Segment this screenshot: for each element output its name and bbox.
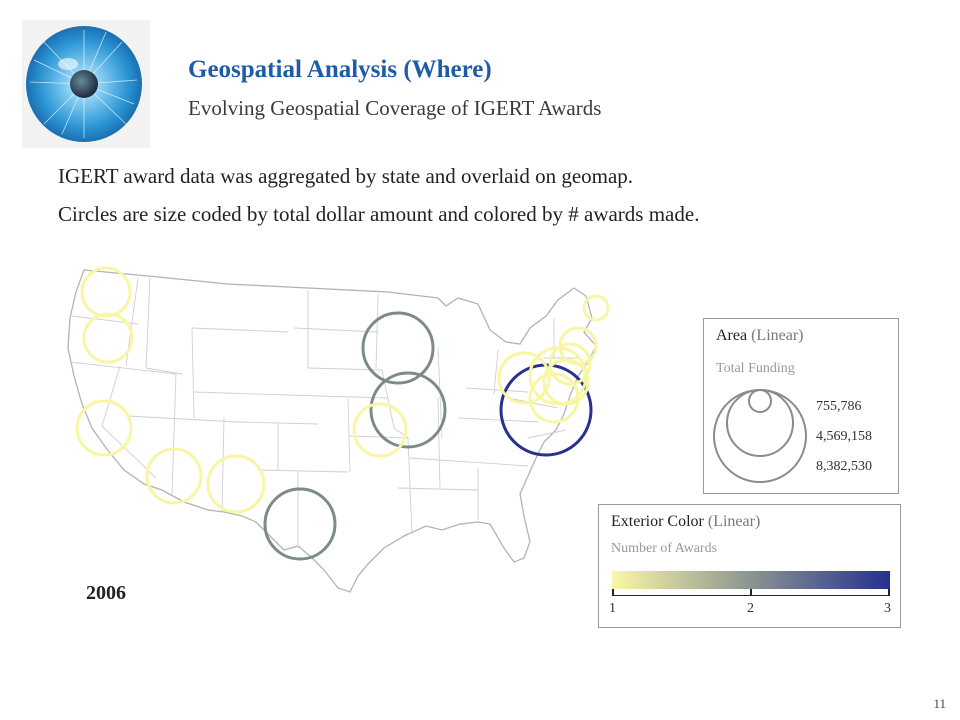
- tick-mark-1: [612, 589, 614, 596]
- map-year-label: 2006: [86, 582, 126, 604]
- color-legend-title: Exterior Color (Linear): [611, 513, 760, 531]
- award-circle-or: [82, 312, 134, 364]
- area-legend-title: Area (Linear): [716, 327, 804, 345]
- page-number: 11: [933, 696, 946, 711]
- award-circle-nm: [206, 454, 266, 514]
- area-legend-value-small: 755,786: [816, 399, 862, 414]
- area-legend-value-large: 8,382,530: [816, 459, 872, 474]
- area-legend-title-text: Area: [716, 327, 748, 344]
- tick-mark-2: [750, 589, 752, 596]
- award-circle-ca: [75, 399, 133, 457]
- award-circle-oh: [497, 351, 551, 405]
- description-line-2: Circles are size coded by total dollar a…: [58, 202, 700, 226]
- color-legend-qualifier: (Linear): [707, 513, 761, 530]
- award-circle-tx: [263, 487, 337, 561]
- award-circle-il: [369, 371, 447, 449]
- award-circle-ct: [558, 326, 598, 366]
- color-legend: Exterior Color (Linear) Number of Awards…: [598, 504, 901, 628]
- color-legend-title-text: Exterior Color: [611, 513, 704, 530]
- area-legend-subtitle: Total Funding: [716, 361, 795, 376]
- page-title: Geospatial Analysis (Where): [188, 56, 492, 83]
- page-subtitle: Evolving Geospatial Coverage of IGERT Aw…: [188, 96, 602, 120]
- color-legend-tick-1: 1: [609, 601, 616, 616]
- description-line-1: IGERT award data was aggregated by state…: [58, 164, 634, 188]
- award-circle-me: [582, 294, 610, 322]
- award-circle-ny: [548, 342, 592, 386]
- color-legend-subtitle: Number of Awards: [611, 541, 718, 556]
- color-legend-tick-2: 2: [747, 601, 754, 616]
- us-geomap: [58, 258, 618, 598]
- award-circle-az: [145, 447, 203, 505]
- color-gradient-bar: [612, 571, 890, 589]
- award-circle-wa: [80, 266, 132, 318]
- us-outline: [67, 269, 597, 593]
- award-circle-wi: [361, 311, 435, 385]
- area-legend: Area (Linear) Total Funding 755,786 4,56…: [703, 318, 899, 494]
- color-legend-tick-3: 3: [884, 601, 891, 616]
- area-legend-circles: [713, 389, 807, 483]
- eye-logo-icon: [22, 20, 150, 148]
- area-legend-qualifier: (Linear): [751, 327, 804, 344]
- award-circle-mo: [352, 402, 408, 458]
- tick-mark-3: [888, 589, 890, 596]
- area-legend-value-medium: 4,569,158: [816, 429, 872, 444]
